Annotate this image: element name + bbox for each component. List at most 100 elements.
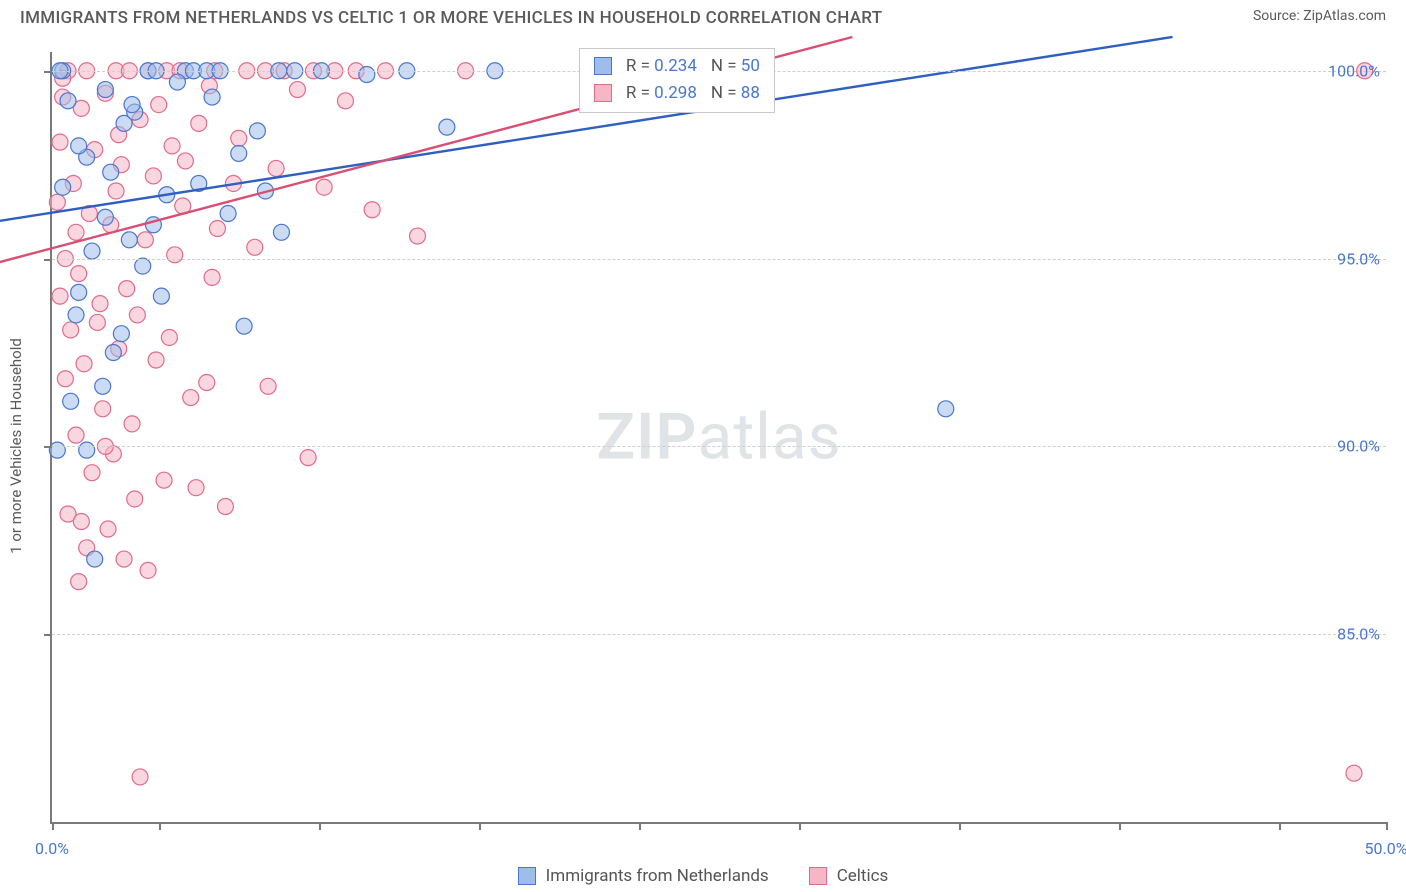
legend-label: Immigrants from Netherlands <box>546 866 769 886</box>
scatter-point <box>49 442 65 458</box>
scatter-point <box>79 442 95 458</box>
scatter-point <box>71 138 87 154</box>
scatter-point <box>164 138 180 154</box>
scatter-point <box>337 93 353 109</box>
scatter-point <box>231 130 247 146</box>
scatter-point <box>140 562 156 578</box>
scatter-point <box>119 281 135 297</box>
scatter-point <box>135 258 151 274</box>
scatter-point <box>938 401 954 417</box>
y-tick-label: 90.0% <box>1337 437 1380 456</box>
scatter-point <box>300 450 316 466</box>
scatter-point <box>132 769 148 785</box>
scatter-point <box>188 480 204 496</box>
scatter-point <box>63 393 79 409</box>
scatter-point <box>316 179 332 195</box>
scatter-svg <box>52 52 1386 822</box>
scatter-point <box>129 307 145 323</box>
legend-swatch <box>809 867 827 885</box>
scatter-point <box>236 318 252 334</box>
x-tick-mark <box>52 822 54 830</box>
scatter-point <box>60 93 76 109</box>
scatter-point <box>68 427 84 443</box>
scatter-point <box>121 232 137 248</box>
y-tick-mark <box>44 259 52 261</box>
scatter-point <box>71 284 87 300</box>
x-tick-label: 50.0% <box>1365 839 1406 858</box>
scatter-point <box>145 168 161 184</box>
x-tick-label: 0.0% <box>35 839 69 858</box>
scatter-point <box>95 401 111 417</box>
scatter-point <box>268 160 284 176</box>
gridline-h <box>52 634 1386 635</box>
scatter-point <box>127 491 143 507</box>
scatter-point <box>439 119 455 135</box>
y-tick-label: 85.0% <box>1337 625 1380 644</box>
scatter-point <box>76 356 92 372</box>
x-tick-mark <box>1119 822 1121 830</box>
scatter-point <box>1346 765 1362 781</box>
x-tick-mark <box>959 822 961 830</box>
x-tick-mark <box>1386 822 1388 830</box>
scatter-point <box>116 551 132 567</box>
stats-row: R = 0.298N = 88 <box>594 80 760 106</box>
scatter-point <box>113 326 129 342</box>
scatter-point <box>100 521 116 537</box>
scatter-point <box>199 375 215 391</box>
scatter-point <box>273 224 289 240</box>
source-label: Source: ZipAtlas.com <box>1253 8 1386 24</box>
y-tick-label: 100.0% <box>1328 61 1380 80</box>
x-tick-mark <box>799 822 801 830</box>
scatter-point <box>52 134 68 150</box>
scatter-point <box>63 322 79 338</box>
series-swatch <box>594 57 612 75</box>
legend-label: Celtics <box>837 866 889 886</box>
scatter-point <box>247 239 263 255</box>
scatter-point <box>260 378 276 394</box>
scatter-point <box>148 352 164 368</box>
r-label: R = <box>626 83 654 103</box>
scatter-point <box>153 288 169 304</box>
scatter-point <box>220 206 236 222</box>
scatter-point <box>177 153 193 169</box>
series-swatch <box>594 84 612 102</box>
n-label: N = <box>711 56 741 76</box>
stats-box: R = 0.234N = 50R = 0.298N = 88 <box>579 48 775 113</box>
n-label: N = <box>711 83 741 103</box>
scatter-point <box>137 232 153 248</box>
scatter-point <box>156 472 172 488</box>
scatter-point <box>55 179 71 195</box>
scatter-point <box>204 89 220 105</box>
plot-area: ZIPatlas 85.0%90.0%95.0%100.0%0.0%50.0%R… <box>50 52 1386 824</box>
scatter-point <box>52 288 68 304</box>
x-tick-mark <box>319 822 321 830</box>
x-tick-mark <box>1279 822 1281 830</box>
x-tick-mark <box>479 822 481 830</box>
scatter-point <box>49 194 65 210</box>
legend-item: Immigrants from Netherlands <box>518 866 769 886</box>
r-value: 0.298 <box>654 83 697 103</box>
r-label: R = <box>626 56 654 76</box>
scatter-point <box>209 221 225 237</box>
scatter-point <box>289 82 305 98</box>
scatter-point <box>231 145 247 161</box>
scatter-point <box>359 67 375 83</box>
x-tick-mark <box>639 822 641 830</box>
y-tick-mark <box>44 71 52 73</box>
scatter-point <box>124 416 140 432</box>
gridline-h <box>52 259 1386 260</box>
n-value: 50 <box>741 56 760 76</box>
scatter-point <box>410 228 426 244</box>
bottom-legend: Immigrants from Netherlands Celtics <box>0 866 1406 886</box>
scatter-point <box>191 115 207 131</box>
scatter-point <box>169 74 185 90</box>
scatter-point <box>105 344 121 360</box>
legend-item: Celtics <box>809 866 889 886</box>
y-tick-mark <box>44 634 52 636</box>
gridline-h <box>52 446 1386 447</box>
scatter-point <box>71 266 87 282</box>
r-value: 0.234 <box>654 56 697 76</box>
scatter-point <box>151 97 167 113</box>
scatter-point <box>204 269 220 285</box>
scatter-point <box>108 183 124 199</box>
